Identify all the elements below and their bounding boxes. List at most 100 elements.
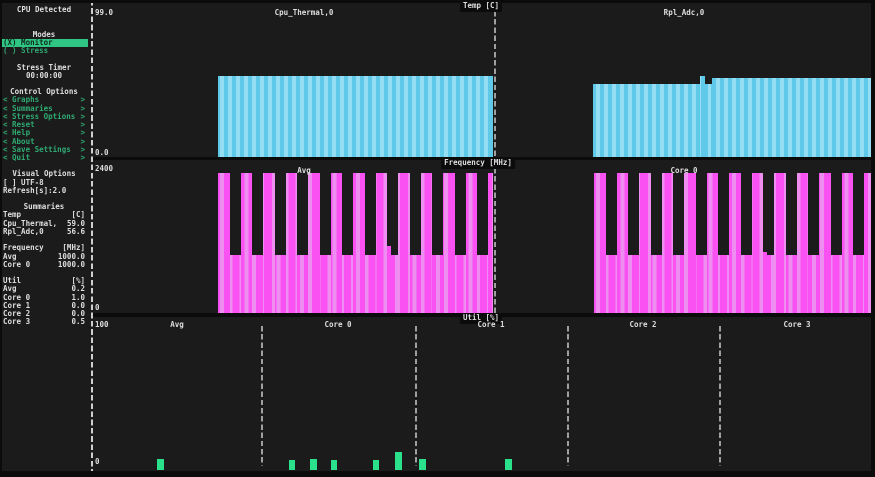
cpu-thermal-graph-segment	[218, 75, 493, 157]
summary-util-core1-text: Core 1	[3, 300, 31, 310]
rpl-adc-graph-segment	[593, 84, 700, 157]
menu-summaries-text: < Summaries	[3, 103, 53, 113]
mode-monitor-radio[interactable]: (X) Monitor	[0, 38, 88, 48]
freq-avg-graph-segment	[443, 173, 455, 313]
mode-stress-radio[interactable]: ( ) Stress	[0, 46, 88, 55]
temp-section-label: Temp [C]	[459, 1, 503, 12]
util-bar	[505, 459, 512, 470]
stress-timer-heading-text: Stress Timer	[16, 62, 72, 72]
menu-about-text: < About	[3, 136, 35, 146]
summary-freq-avg-text: Avg	[3, 251, 17, 261]
menu-help[interactable]: < Help >	[0, 128, 88, 138]
freq-core0-graph-segment	[785, 254, 797, 313]
menu-stress-options[interactable]: < Stress Options >	[0, 111, 88, 121]
freq-core0-graph-segment	[639, 173, 651, 313]
summary-util-heading: Util [%]	[0, 276, 88, 285]
menu-quit[interactable]: < Quit >	[0, 152, 88, 162]
summary-freq-core0-value: 1000.0	[57, 259, 85, 269]
menu-help-text: < Help	[3, 128, 31, 138]
freq-avg-graph-segment	[342, 254, 353, 313]
summary-rpl-adc: Rpl_Adc,0 56.6	[0, 226, 88, 236]
freq-core0-graph-segment	[594, 173, 606, 313]
menu-about[interactable]: < About >	[0, 136, 88, 146]
summary-util-core3: Core 3 0.5	[0, 317, 88, 327]
modes-heading-text: Modes	[32, 29, 56, 39]
summary-util-core2-text: Core 2	[3, 309, 31, 319]
freq-core0-graph-segment	[767, 254, 774, 313]
freq-core0-graph-segment	[841, 173, 853, 313]
frequency-axis-max: 2400	[95, 164, 114, 173]
freq-avg-graph-segment	[240, 173, 252, 313]
frequency-axis-min: 0	[95, 303, 100, 312]
freq-core0-graph-segment	[661, 173, 673, 313]
menu-help-value: >	[80, 128, 85, 138]
menu-summaries[interactable]: < Summaries >	[0, 103, 88, 113]
menu-about-value: >	[80, 136, 85, 146]
freq-core0-graph-segment	[740, 254, 752, 313]
freq-core0-graph-segment	[605, 254, 617, 313]
freq-avg-graph-segment	[274, 254, 286, 313]
menu-save-settings-value: >	[80, 144, 85, 154]
right-edge-strip	[871, 0, 875, 477]
util-axis-min: 0	[95, 457, 100, 466]
summary-freq-avg-value: 1000.0	[57, 251, 85, 261]
refresh-rate-field-text: Refresh[s]:2.0	[3, 185, 67, 195]
freq-core0-graph-segment	[763, 251, 767, 313]
freq-core0-graph-segment	[808, 254, 819, 313]
util-col-label-core0: Core 0	[324, 320, 352, 329]
freq-core0-graph-segment	[695, 254, 707, 313]
menu-save-settings-text: < Save Settings	[3, 144, 71, 154]
summary-util-core2: Core 2 0.0	[0, 309, 88, 319]
control-options-heading-text: Control Options	[10, 87, 78, 97]
util-col-label-avg: Avg	[170, 320, 184, 329]
left-edge-strip	[0, 0, 2, 477]
summary-util-core3-text: Core 3	[3, 317, 31, 327]
util-divider-1	[261, 326, 263, 466]
freq-core0-graph-segment	[706, 173, 718, 313]
util-bar	[157, 459, 164, 470]
util-col-label-core1: Core 1	[477, 320, 505, 329]
util-bar	[331, 460, 337, 470]
menu-graphs-text: < Graphs	[3, 95, 40, 105]
bottom-strip	[0, 470, 875, 477]
menu-quit-text: < Quit	[3, 152, 31, 162]
cpu-detected-label-text: CPU Detected	[16, 5, 72, 14]
menu-reset[interactable]: < Reset >	[0, 120, 88, 130]
freq-core0-graph-segment	[774, 173, 786, 313]
freq-avg-graph-segment	[375, 173, 387, 313]
freq-avg-graph-segment	[465, 173, 477, 313]
summaries-heading: Summaries	[0, 203, 88, 212]
menu-graphs[interactable]: < Graphs >	[0, 95, 88, 105]
freq-avg-title: Avg	[297, 166, 311, 175]
freq-core0-graph-segment	[684, 173, 696, 313]
refresh-rate-field[interactable]: Refresh[s]:2.0	[0, 185, 88, 195]
summary-temp-heading-text: Temp	[3, 210, 22, 220]
utf8-checkbox[interactable]: [ ] UTF-8	[0, 178, 88, 187]
summary-frequency-heading-value: [MHz]	[62, 243, 85, 253]
summary-rpl-adc-text: Rpl_Adc,0	[3, 226, 44, 236]
menu-stress-options-value: >	[80, 111, 85, 121]
freq-avg-graph-segment	[364, 254, 376, 313]
visual-options-heading: Visual Options	[0, 170, 88, 179]
stress-timer-heading: Stress Timer	[0, 62, 88, 72]
freq-avg-graph-segment	[409, 254, 421, 313]
summary-util-avg: Avg 0.2	[0, 285, 88, 294]
menu-save-settings[interactable]: < Save Settings >	[0, 144, 88, 154]
summary-frequency-heading: Frequency [MHz]	[0, 243, 88, 253]
freq-avg-graph-segment	[488, 173, 493, 313]
menu-reset-text: < Reset	[3, 120, 35, 130]
freq-avg-graph-segment	[308, 173, 320, 313]
summary-cpu-thermal-value: 59.0	[66, 218, 85, 228]
stress-timer-value: 00:00:00	[0, 71, 88, 80]
frequency-section-label: Frequency [MHz]	[441, 158, 515, 169]
freq-core0-graph-segment	[729, 173, 741, 313]
freq-avg-graph-segment	[387, 245, 391, 313]
freq-core0-graph-segment	[819, 173, 831, 313]
freq-core0-graph-segment	[616, 173, 628, 313]
control-options-heading: Control Options	[0, 87, 88, 97]
freq-core0-graph-segment	[830, 254, 842, 313]
freq-avg-graph-segment	[432, 254, 443, 313]
freq-core0-graph-segment	[650, 254, 662, 313]
freq-avg-graph-segment	[398, 173, 410, 313]
